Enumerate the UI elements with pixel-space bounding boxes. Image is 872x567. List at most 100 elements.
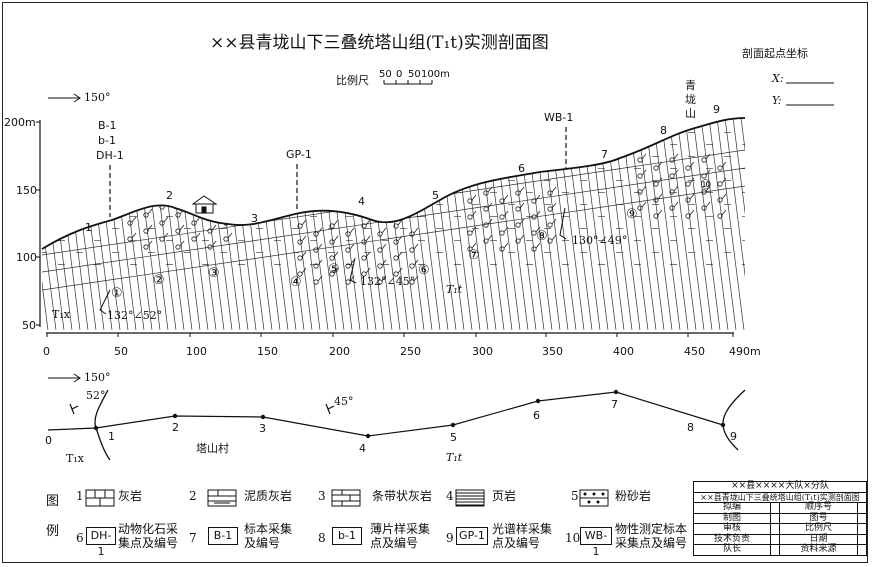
profile-point-number: 2 <box>166 189 173 202</box>
title-block-cell <box>770 544 781 556</box>
bedding-line <box>339 118 369 330</box>
scale-tick-label: 100m <box>421 69 450 80</box>
attitude-label: 130°∠49° <box>572 234 627 247</box>
distance-tick-label: 490m <box>729 345 761 358</box>
plan-direction-arrow-icon <box>48 373 81 383</box>
direction-arrow-icon <box>48 93 81 103</box>
stratum-label: T₁t <box>446 283 463 296</box>
sample-label: b-1 <box>98 134 116 147</box>
scale-tick-label: 50 <box>379 69 392 80</box>
distance-tick-label: 200 <box>329 345 350 358</box>
title-block-cell <box>856 502 868 514</box>
bedding-line <box>651 118 681 330</box>
bedding-line <box>772 110 800 330</box>
legend-item-label: 薄片样采集 <box>370 522 431 536</box>
stratum-label: T₁x <box>52 308 71 321</box>
bedding-line <box>571 118 601 330</box>
village-label: 塔山村 <box>196 441 229 455</box>
attitude-leader <box>559 207 567 240</box>
title-block-cell: 拟编 <box>692 502 772 514</box>
plan-dip-label: 52° <box>86 389 106 402</box>
plan-direction: 150° <box>84 371 111 384</box>
bedding-line <box>315 118 345 330</box>
bedding-line <box>515 118 545 330</box>
legend-item-number: 2 <box>189 489 197 503</box>
legend-item-label: 泥质灰岩 <box>244 489 293 503</box>
plan-point-number: 1 <box>108 430 115 443</box>
legend-item-number: 1 <box>76 489 84 503</box>
legend-code-box: b-1 <box>332 527 362 545</box>
profile-point-number: 7 <box>601 148 608 161</box>
layer-number: ⑨ <box>626 207 638 222</box>
bedding-line <box>451 118 481 330</box>
legend-item-number: 3 <box>318 489 326 503</box>
profile-point-number: 8 <box>660 124 667 137</box>
title-block-cell <box>770 512 781 524</box>
legend-item-label: 点及编号 <box>370 536 419 550</box>
bedding-line <box>748 110 776 330</box>
legend-item-number: 10 <box>565 531 581 545</box>
distance-tick-label: 450 <box>684 345 705 358</box>
bedding-line <box>179 118 209 330</box>
title-block-cell: 顺序号 <box>779 502 858 514</box>
plan-point-number: 7 <box>611 398 618 411</box>
plan-point-number: 0 <box>45 434 52 447</box>
bedding-line <box>715 118 745 330</box>
bedding-line <box>507 118 537 330</box>
mountain-name-char: 垅 <box>685 93 696 106</box>
bedding-line <box>587 118 617 330</box>
bedding-line <box>235 118 265 330</box>
legend-item-label: 粉砂岩 <box>615 489 652 503</box>
bedding-line <box>123 118 153 330</box>
legend-item-label: 标本采集 <box>244 522 293 536</box>
layer-number: ⑧ <box>536 229 548 244</box>
bedding-line <box>467 118 497 330</box>
legend-item-label: 物性测定标本 <box>615 522 688 536</box>
bedding-line <box>283 118 313 330</box>
profile-direction: 150° <box>84 91 111 104</box>
plan-point-number: 5 <box>450 431 457 444</box>
profile-point-number: 4 <box>358 195 365 208</box>
bedding-line <box>459 118 489 330</box>
title-block-cell: 审核 <box>692 523 772 535</box>
legend-item-number: 6 <box>76 531 84 545</box>
layer-number: ⑥ <box>418 263 430 278</box>
sample-label: WB-1 <box>544 111 573 124</box>
legend-item-label: 采集点及编号 <box>615 536 688 550</box>
bedding-line <box>427 118 457 330</box>
bedding-line <box>683 118 713 330</box>
distance-tick-label: 400 <box>613 345 634 358</box>
bedding-line <box>155 118 185 330</box>
traverse-line <box>47 391 724 437</box>
plan-point-number: 2 <box>172 421 179 434</box>
bedding-line <box>563 118 593 330</box>
bedding-line <box>43 118 73 330</box>
title-block-cell: 比例尺 <box>779 523 858 535</box>
bedding-line <box>595 118 625 330</box>
bedding-line <box>555 118 585 330</box>
plan-stratum-label: T₁t <box>446 451 463 464</box>
legend-heading: 例 <box>46 524 60 539</box>
legend-symbol-box <box>207 489 237 507</box>
coord-x-label: X: <box>771 72 784 85</box>
bedding-line <box>539 118 569 330</box>
map-title: ××县青垅山下三叠统塔山组(T₁t)实测剖面图 <box>210 33 549 53</box>
bedding-line <box>59 118 89 330</box>
coord-y-label: Y: <box>772 94 782 107</box>
bedding-line <box>363 118 393 330</box>
bedding-line <box>307 118 337 330</box>
mountain-name-char: 青 <box>685 79 696 92</box>
bedding-line <box>42 118 49 330</box>
terrain-profile-line <box>41 117 746 250</box>
bedding-line <box>475 118 505 330</box>
bedding-line <box>707 118 737 330</box>
plan-dip-label: 45° <box>334 395 354 408</box>
title-block-unit: ××县××××大队×分队 <box>693 481 867 493</box>
bedding-line <box>42 118 57 330</box>
bedding-line <box>419 118 449 330</box>
profile-point-number: 3 <box>251 212 258 225</box>
attitude-leader <box>349 257 357 284</box>
bedding-line <box>163 118 193 330</box>
